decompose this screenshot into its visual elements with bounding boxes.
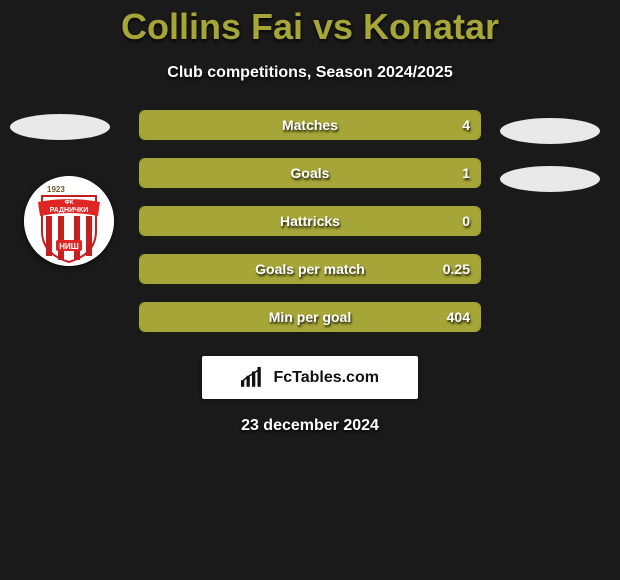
stat-row-goals-per-match: Goals per match 0.25 (139, 254, 481, 284)
brand-watermark: FcTables.com (202, 356, 418, 399)
player-left-logo-placeholder (10, 114, 110, 140)
player-right-logo-placeholder-1 (500, 118, 600, 144)
svg-text:РАДНИЧКИ: РАДНИЧКИ (50, 207, 89, 214)
svg-text:1923: 1923 (47, 185, 65, 194)
stat-value: 1 (462, 165, 470, 181)
comparison-date: 23 december 2024 (0, 417, 620, 435)
comparison-title: Collins Fai vs Konatar (0, 6, 620, 48)
stat-label: Goals (291, 165, 330, 181)
stat-value: 4 (462, 117, 470, 133)
stat-row-matches: Matches 4 (139, 110, 481, 140)
stat-label: Matches (282, 117, 338, 133)
svg-text:НИШ: НИШ (59, 242, 79, 251)
club-crest: 1923 ФК РАДНИЧКИ НИШ (24, 176, 114, 266)
stats-table: Matches 4 Goals 1 Hattricks 0 Goals per … (139, 110, 481, 332)
crest-shield-icon: 1923 ФК РАДНИЧКИ НИШ (38, 185, 100, 262)
stat-value: 0.25 (443, 261, 470, 277)
stat-row-hattricks: Hattricks 0 (139, 206, 481, 236)
stat-label: Min per goal (269, 309, 351, 325)
stat-value: 404 (447, 309, 470, 325)
brand-text: FcTables.com (273, 369, 379, 387)
stat-label: Goals per match (255, 261, 365, 277)
player-right-logo-placeholder-2 (500, 166, 600, 192)
svg-text:ФК: ФК (65, 200, 74, 206)
stat-row-min-per-goal: Min per goal 404 (139, 302, 481, 332)
bar-chart-icon (241, 367, 267, 389)
stat-value: 0 (462, 213, 470, 229)
stat-row-goals: Goals 1 (139, 158, 481, 188)
stat-label: Hattricks (280, 213, 340, 229)
comparison-subtitle: Club competitions, Season 2024/2025 (0, 64, 620, 82)
